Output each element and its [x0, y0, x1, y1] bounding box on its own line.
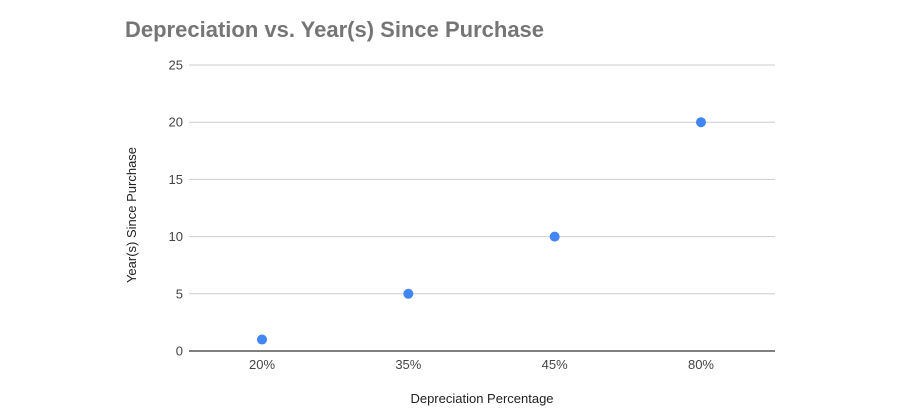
data-point	[695, 117, 706, 128]
chart-title: Depreciation vs. Year(s) Since Purchase	[125, 17, 545, 42]
x-tick-label: 45%	[542, 357, 568, 372]
x-tick-label: 35%	[395, 357, 421, 372]
x-tick-label: 20%	[249, 357, 275, 372]
y-tick-label: 10	[169, 229, 183, 244]
y-tick-label: 15	[169, 172, 183, 187]
x-axis-ticks: 20% 35% 45% 80%	[249, 357, 714, 372]
data-points	[257, 117, 706, 345]
y-tick-label: 0	[176, 344, 183, 359]
data-point	[257, 334, 267, 345]
y-axis-ticks: 0 5 10 15 20 25	[169, 58, 183, 359]
x-axis-title: Depreciation Percentage	[410, 391, 553, 406]
data-point	[403, 288, 414, 299]
y-tick-label: 5	[176, 286, 183, 301]
y-axis-title: Year(s) Since Purchase	[124, 147, 139, 283]
y-tick-label: 25	[169, 58, 183, 73]
x-tick-label: 80%	[688, 357, 714, 372]
y-tick-label: 20	[169, 115, 183, 130]
gridlines	[189, 64, 775, 352]
data-point	[549, 231, 560, 242]
